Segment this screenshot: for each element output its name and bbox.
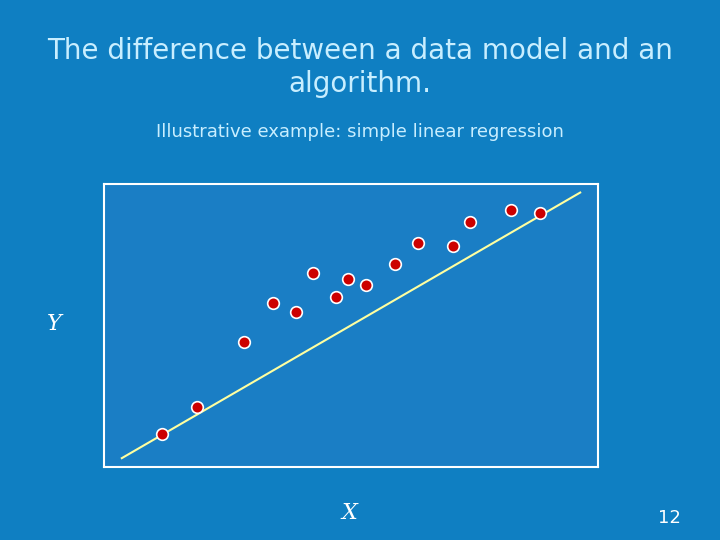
Point [330,293,342,301]
Point [360,281,372,289]
Point [534,209,545,218]
Point [447,242,459,251]
Point [157,430,168,438]
Point [464,218,476,227]
Text: Y: Y [47,313,61,335]
Point [389,260,400,268]
Point [192,403,203,411]
Point [267,299,279,307]
Text: X: X [341,502,357,524]
Point [238,338,249,346]
Point [342,275,354,284]
Text: Illustrative example: simple linear regression: Illustrative example: simple linear regr… [156,123,564,141]
Text: The difference between a data model and an
algorithm.: The difference between a data model and … [47,37,673,98]
Point [412,239,423,248]
Point [290,308,302,316]
Text: 12: 12 [657,509,680,528]
Point [307,269,319,278]
Point [505,206,516,215]
